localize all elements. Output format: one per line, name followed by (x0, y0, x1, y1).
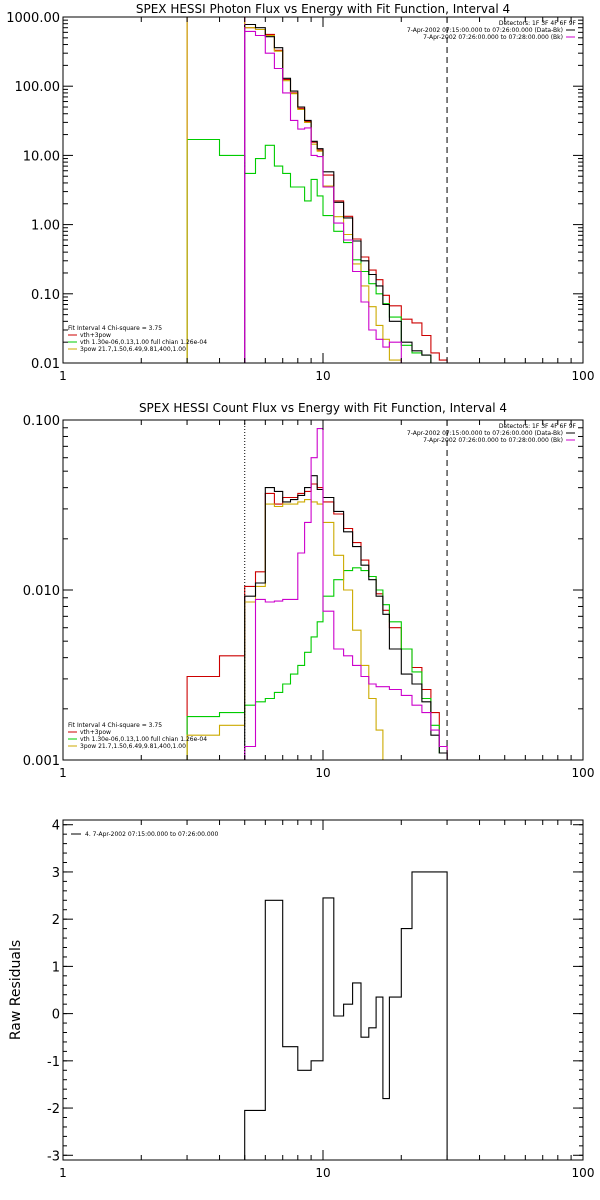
count-series-2 (186, 499, 448, 760)
photon-ytick-label: 1.00 (31, 219, 60, 234)
residual-series-0 (244, 871, 448, 1160)
count-legend-topright-line: Detectors: 1F 3F 4F 6F 9F (499, 423, 577, 430)
residual-ytick-label: -1 (47, 1055, 60, 1070)
photon-xtick-label: 100 (572, 369, 595, 383)
photon-plot: 1 10 100 0.01 0.10 1.00 10.00 100.00 1000.00 SPEX… (6, 2, 594, 383)
photon-series-group (186, 17, 448, 363)
residual-ylabel: Raw Residuals (8, 940, 24, 1040)
residual-legend-topleft: 4. 7-Apr-2002 07:15:00.000 to 07:26:00.0… (71, 831, 218, 838)
count-series-group (186, 428, 448, 760)
photon-frame (62, 16, 584, 364)
photon-series-3 (244, 23, 448, 363)
residual-ytick-label: 0 (52, 1008, 60, 1023)
residual-xtick-label: 10 (315, 1166, 330, 1180)
count-ytick-label: 0.100 (23, 414, 60, 429)
count-xtick-label: 1 (59, 766, 67, 780)
count-legend-bottomleft-line: vth+3pow (80, 729, 111, 736)
photon-legend-bottomleft-line: vth+3pow (80, 332, 111, 339)
photon-legend-topright-line: 7-Apr-2002 07:15:00.000 to 07:26:00.000 … (407, 27, 563, 34)
residual-ytick-label: -2 (47, 1102, 60, 1117)
count-legend-topright-line: 7-Apr-2002 07:15:00.000 to 07:26:00.000 … (407, 430, 563, 437)
residual-ytick-label: 1 (52, 960, 60, 975)
count-legend-topright: Detectors: 1F 3F 4F 6F 9F7-Apr-2002 07:1… (407, 423, 577, 444)
residual-ytick-label: -3 (47, 1149, 60, 1164)
count-series-1 (186, 567, 448, 760)
photon-ytick-label: 10.00 (23, 149, 60, 164)
residual-ytick-label: 2 (52, 913, 60, 928)
photon-legend-bottomleft-line: Fit Interval 4 Chi-square = 3.75 (68, 325, 162, 332)
count-legend-bottomleft-line: Fit Interval 4 Chi-square = 3.75 (68, 722, 162, 729)
residual-ytick-label: 4 (52, 819, 60, 834)
photon-ytick-label: 1000.00 (6, 11, 60, 26)
photon-legend-topright-line: 7-Apr-2002 07:26:00.000 to 07:28:00.000 … (423, 34, 563, 41)
count-series-3 (244, 475, 448, 760)
photon-legend-bottomleft: Fit Interval 4 Chi-square = 3.75vth+3pow… (68, 325, 207, 353)
count-plot: 1 10 100 0.001 0.010 0.100 SPEX HESSI Count Fl… (23, 401, 595, 780)
photon-ytick-label: 0.10 (31, 288, 60, 303)
count-legend-topright-line: 7-Apr-2002 07:26:00.000 to 07:28:00.000 … (423, 437, 563, 444)
photon-title: SPEX HESSI Photon Flux vs Energy with Fi… (136, 2, 510, 16)
count-legend-bottomleft: Fit Interval 4 Chi-square = 3.75vth+3pow… (68, 722, 207, 750)
count-xtick-label: 100 (572, 766, 595, 780)
count-legend-bottomleft-line: vth 1.30e-06,0.13,1.00 full chian 1.26e-… (80, 736, 207, 743)
count-title: SPEX HESSI Count Flux vs Energy with Fit… (139, 401, 507, 415)
photon-legend-topright-line: Detectors: 1F 3F 4F 6F 9F (499, 20, 577, 27)
residual-xtick-label: 100 (572, 1166, 595, 1180)
residual-plot: 1 10 100 -3 -2 -1 0 1 2 3 4 Raw Residuals 4. 7-Apr-2… (8, 819, 594, 1180)
count-ytick-label: 0.010 (23, 584, 60, 599)
photon-ytick-label: 0.01 (31, 357, 60, 372)
photon-ytick-label: 100.00 (15, 80, 61, 95)
photon-xtick-label: 1 (59, 369, 67, 383)
photon-series-4 (244, 30, 448, 363)
photon-xtick-label: 10 (315, 369, 330, 383)
count-legend-bottomleft-line: 3pow 21.7,1.50,6.49,9.81,400,1.00 (80, 743, 186, 750)
photon-legend-topright: Detectors: 1F 3F 4F 6F 9F7-Apr-2002 07:1… (407, 20, 577, 41)
residual-xtick-label: 1 (59, 1166, 67, 1180)
count-xtick-label: 10 (315, 766, 330, 780)
photon-series-1 (186, 138, 448, 363)
photon-legend-bottomleft-line: 3pow 21.7,1.50,6.49,9.81,400,1.00 (80, 346, 186, 353)
count-series-4 (244, 428, 448, 760)
residual-ytick-label: 3 (52, 866, 60, 881)
residual-series-group (244, 871, 448, 1160)
count-ytick-label: 0.001 (23, 754, 60, 769)
residual-legend-topleft-line: 4. 7-Apr-2002 07:15:00.000 to 07:26:00.0… (85, 831, 218, 838)
photon-legend-bottomleft-line: vth 1.30e-06,0.13,1.00 full chian 1.26e-… (80, 339, 207, 346)
